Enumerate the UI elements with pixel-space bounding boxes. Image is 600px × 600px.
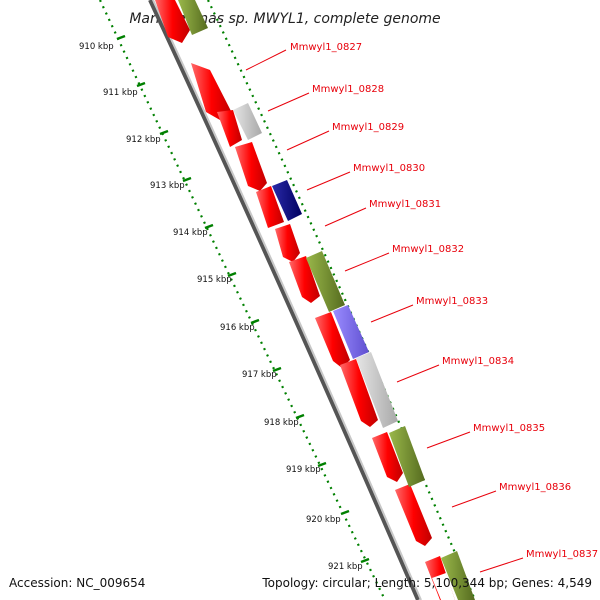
tick-916 xyxy=(250,318,260,325)
feature-gray xyxy=(356,352,398,428)
leader-line xyxy=(306,171,351,191)
leader-line xyxy=(396,364,440,383)
tick-921 xyxy=(360,557,370,564)
kbp-label: 921 kbp xyxy=(328,562,363,572)
gene-label: Mmwyl1_0829 xyxy=(332,122,404,133)
feature-olive xyxy=(441,551,475,600)
kbp-label: 914 kbp xyxy=(173,228,208,238)
tick-918 xyxy=(295,413,305,420)
leader-line xyxy=(344,252,390,272)
feature-white xyxy=(432,573,455,600)
kbp-label: 917 kbp xyxy=(242,370,277,380)
gene-label: Mmwyl1_0830 xyxy=(353,163,425,174)
feature-track-outer xyxy=(178,0,475,600)
leader-line xyxy=(267,92,310,112)
tick-920 xyxy=(340,509,350,516)
tick-919 xyxy=(317,461,327,468)
cds-arrow xyxy=(191,63,232,120)
gene-label: Mmwyl1_0835 xyxy=(473,423,545,434)
leader-line xyxy=(479,557,524,573)
cds-arrow xyxy=(372,432,403,482)
gene-label: Mmwyl1_0831 xyxy=(369,199,441,210)
feature-gray xyxy=(233,103,262,140)
kbp-label: 920 kbp xyxy=(306,515,341,525)
kbp-label: 918 kbp xyxy=(264,418,299,428)
leader-line xyxy=(370,304,414,323)
kbp-label: 913 kbp xyxy=(150,181,185,191)
tick-912 xyxy=(159,129,169,136)
gene-label: Mmwyl1_0827 xyxy=(290,42,362,53)
kbp-label: 911 kbp xyxy=(103,88,138,98)
cds-arrow xyxy=(275,224,300,262)
gene-callout-lines xyxy=(245,49,524,573)
kbp-label: 912 kbp xyxy=(126,135,161,145)
cds-arrow xyxy=(217,110,242,147)
gene-label: Mmwyl1_0834 xyxy=(442,356,514,367)
leader-line xyxy=(286,130,330,151)
scale-labels: 910 kbp 911 kbp 912 kbp 913 kbp 914 kbp … xyxy=(79,42,363,572)
kbp-label: 915 kbp xyxy=(197,275,232,285)
cds-arrow xyxy=(289,256,320,303)
scale-ticks xyxy=(116,34,370,564)
cds-arrow xyxy=(155,0,190,43)
tick-911 xyxy=(136,81,146,88)
leader-line xyxy=(451,490,497,508)
cds-track-inner xyxy=(155,0,455,600)
genome-summary-text: Topology: circular; Length: 5,100,344 bp… xyxy=(261,576,592,590)
leader-line xyxy=(245,49,287,71)
gene-label: Mmwyl1_0836 xyxy=(499,482,571,493)
cds-arrow xyxy=(395,484,432,546)
genome-backbone xyxy=(148,0,420,600)
map-title: Marinomonas sp. MWYL1, complete genome xyxy=(129,11,440,27)
gene-label: Mmwyl1_0837 xyxy=(526,549,598,560)
feature-dark-blue xyxy=(272,180,302,221)
leader-line xyxy=(426,431,471,449)
tick-914 xyxy=(204,223,214,230)
feature-olive xyxy=(178,0,208,35)
accession-text: Accession: NC_009654 xyxy=(9,576,145,590)
gene-label: Mmwyl1_0828 xyxy=(312,84,384,95)
leader-line xyxy=(324,207,367,227)
kbp-label: 919 kbp xyxy=(286,465,321,475)
tick-915 xyxy=(227,271,237,278)
kbp-label: 916 kbp xyxy=(220,323,255,333)
genome-backbone-highlight xyxy=(152,0,422,600)
tick-913 xyxy=(182,176,192,183)
cds-arrow xyxy=(256,186,284,228)
gene-label: Mmwyl1_0832 xyxy=(392,244,464,255)
feature-purple xyxy=(333,305,369,359)
feature-olive xyxy=(306,251,345,312)
gene-label: Mmwyl1_0833 xyxy=(416,296,488,307)
feature-olive xyxy=(389,426,425,487)
tick-917 xyxy=(272,366,282,373)
gene-labels: Mmwyl1_0827 Mmwyl1_0828 Mmwyl1_0829 Mmwy… xyxy=(290,42,598,560)
cds-arrow xyxy=(340,359,378,427)
cds-arrow xyxy=(235,142,267,191)
tick-910 xyxy=(116,34,126,41)
cds-arrow xyxy=(315,312,350,368)
kbp-label: 910 kbp xyxy=(79,42,114,52)
